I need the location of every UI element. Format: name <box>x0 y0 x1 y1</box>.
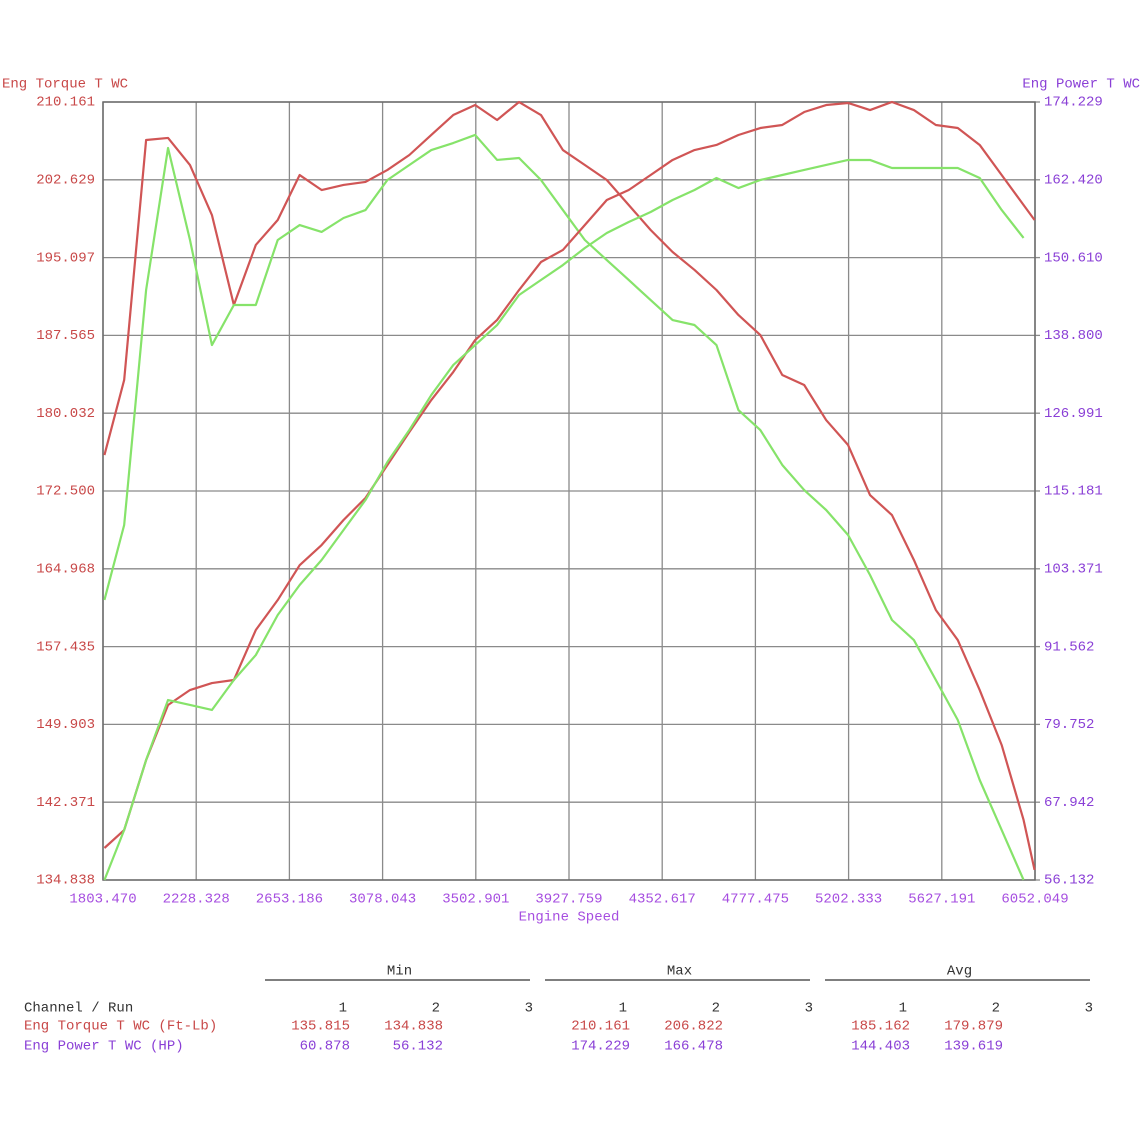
table-run-header: 2 <box>432 1001 440 1017</box>
table-run-header: 1 <box>339 1001 347 1017</box>
table-group-header: Avg <box>947 964 972 980</box>
y-tick-label: 157.435 <box>36 639 95 655</box>
y-tick-label: 149.903 <box>36 717 95 733</box>
series-line <box>103 158 1025 881</box>
x-tick-label: 3502.901 <box>442 892 509 908</box>
y2-tick-label: 150.610 <box>1044 250 1103 266</box>
y-tick-label: 142.371 <box>36 795 95 811</box>
table-cell: 56.132 <box>393 1039 443 1055</box>
y2-tick-label: 162.420 <box>1044 172 1103 188</box>
plot-frame <box>102 101 1036 881</box>
y2-tick-label: 115.181 <box>1044 484 1103 500</box>
y-tick-label: 172.500 <box>36 484 95 500</box>
table-run-header: 2 <box>712 1001 720 1017</box>
x-axis-label: Engine Speed <box>519 910 620 926</box>
table-run-header: 1 <box>899 1001 907 1017</box>
table-cell: 135.815 <box>291 1019 350 1035</box>
table-cell: 210.161 <box>571 1019 630 1035</box>
x-tick-label: 3078.043 <box>349 892 416 908</box>
y2-tick-label: 56.132 <box>1044 873 1094 889</box>
table-run-header: 3 <box>1085 1001 1093 1017</box>
x-tick-label: 4352.617 <box>629 892 696 908</box>
series-line <box>103 133 1025 881</box>
x-tick-label: 5202.333 <box>815 892 882 908</box>
table-run-header: 2 <box>992 1001 1000 1017</box>
x-tick-label: 2228.328 <box>163 892 230 908</box>
table-cell: 139.619 <box>944 1039 1003 1055</box>
table-row-name: Eng Torque T WC (Ft-Lb) <box>24 1019 217 1035</box>
table-run-header: 1 <box>619 1001 627 1017</box>
table-cell: 185.162 <box>851 1019 910 1035</box>
y-axis-label: Eng Torque T WC <box>2 77 128 93</box>
table-group-header: Min <box>387 964 412 980</box>
x-tick-label: 6052.049 <box>1001 892 1068 908</box>
series-line <box>103 100 1036 849</box>
table-cell: 206.822 <box>664 1019 723 1035</box>
y2-tick-label: 126.991 <box>1044 406 1103 422</box>
x-tick-label: 5627.191 <box>908 892 975 908</box>
y2-axis-label: Eng Power T WC <box>1022 77 1140 93</box>
series-line <box>103 100 1036 871</box>
y2-tick-label: 67.942 <box>1044 795 1094 811</box>
x-tick-label: 4777.475 <box>722 892 789 908</box>
y-tick-label: 134.838 <box>36 873 95 889</box>
y-tick-label: 187.565 <box>36 328 95 344</box>
y2-tick-label: 79.752 <box>1044 717 1094 733</box>
table-run-header: 3 <box>805 1001 813 1017</box>
table-cell: 134.838 <box>384 1019 443 1035</box>
x-tick-label: 1803.470 <box>69 892 136 908</box>
table-cell: 166.478 <box>664 1039 723 1055</box>
y2-tick-label: 138.800 <box>1044 328 1103 344</box>
y-tick-label: 202.629 <box>36 173 95 189</box>
y2-tick-label: 103.371 <box>1044 562 1103 578</box>
table-cell: 144.403 <box>851 1039 910 1055</box>
x-tick-label: 2653.186 <box>256 892 323 908</box>
table-cell: 179.879 <box>944 1019 1003 1035</box>
table-channel-header: Channel / Run <box>24 1001 133 1017</box>
table-group-header: Max <box>667 964 692 980</box>
table-run-header: 3 <box>525 1001 533 1017</box>
table-cell: 174.229 <box>571 1039 630 1055</box>
y-tick-label: 164.968 <box>36 561 95 577</box>
table-row-name: Eng Power T WC (HP) <box>24 1039 184 1055</box>
y2-tick-label: 91.562 <box>1044 639 1094 655</box>
y2-tick-label: 174.229 <box>1044 95 1103 111</box>
x-tick-label: 3927.759 <box>535 892 602 908</box>
table-cell: 60.878 <box>300 1039 350 1055</box>
y-tick-label: 195.097 <box>36 250 95 266</box>
y-tick-label: 180.032 <box>36 406 95 422</box>
y-tick-label: 210.161 <box>36 95 95 111</box>
